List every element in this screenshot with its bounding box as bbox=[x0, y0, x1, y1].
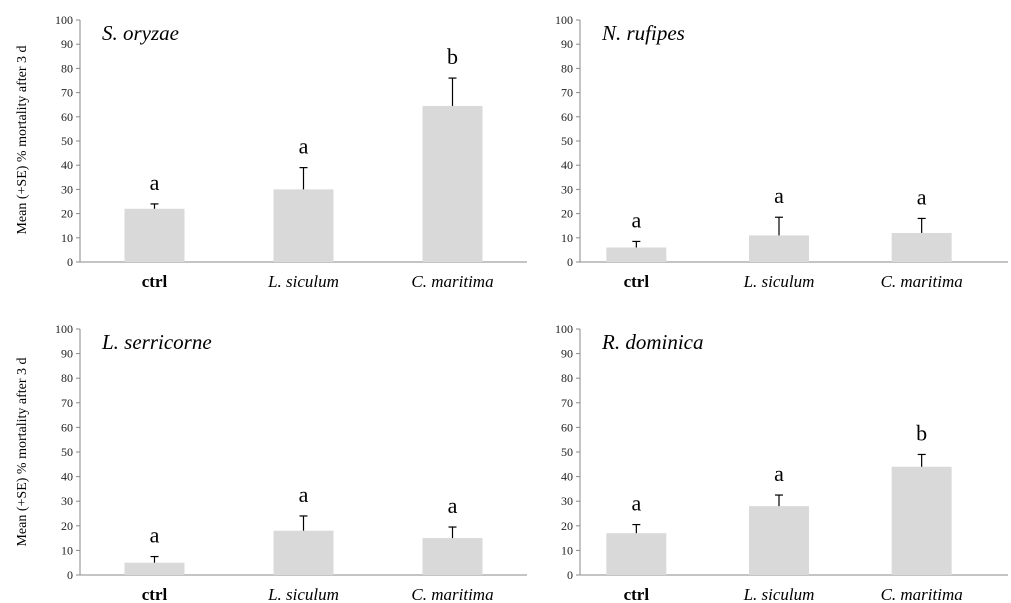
x-tick-label: ctrl bbox=[142, 585, 168, 603]
panel-title: R. dominica bbox=[601, 330, 703, 354]
y-tick-label: 40 bbox=[61, 158, 73, 172]
y-tick-label: 10 bbox=[61, 231, 73, 245]
y-tick-label: 40 bbox=[561, 470, 573, 484]
chart-panel-r-dominica: 0 10 20 30 40 50 60 70 80 90 100 R. dominica a ctrl a L… bbox=[555, 322, 1008, 603]
panel-title: S. oryzae bbox=[102, 21, 179, 45]
bar bbox=[891, 232, 952, 262]
y-tick-label: 0 bbox=[67, 568, 73, 582]
y-tick-label: 50 bbox=[561, 134, 573, 148]
y-tick-label: 80 bbox=[561, 61, 573, 75]
significance-letter: a bbox=[774, 461, 784, 486]
y-tick-label: 30 bbox=[61, 182, 73, 196]
bar bbox=[606, 533, 667, 575]
y-tick-label: 30 bbox=[61, 494, 73, 508]
x-tick-label: ctrl bbox=[624, 272, 650, 291]
y-tick-label: 30 bbox=[561, 182, 573, 196]
x-tick-label: L. siculum bbox=[267, 272, 339, 291]
significance-letter: a bbox=[299, 134, 309, 159]
y-tick-label: 20 bbox=[561, 207, 573, 221]
y-tick-label: 10 bbox=[61, 543, 73, 557]
y-tick-label: 20 bbox=[561, 519, 573, 533]
y-tick-label: 80 bbox=[61, 371, 73, 385]
significance-letter: a bbox=[631, 207, 641, 232]
x-tick-label: ctrl bbox=[624, 585, 650, 603]
significance-letter: a bbox=[299, 482, 309, 507]
y-tick-label: 90 bbox=[561, 347, 573, 361]
y-tick-label: 20 bbox=[61, 207, 73, 221]
y-tick-label: 90 bbox=[61, 37, 73, 51]
chart-panel-n-rufipes: 0 10 20 30 40 50 60 70 80 90 100 N. rufipes a ctrl a L.… bbox=[555, 13, 1008, 291]
y-tick-label: 90 bbox=[561, 37, 573, 51]
chart-panel-s-oryzae: 0 10 20 30 40 50 60 70 80 90 100 S. oryzae a ctrl a L. … bbox=[55, 13, 527, 291]
x-tick-label: L. siculum bbox=[743, 272, 815, 291]
chart-panel-l-serricorne: 0 10 20 30 40 50 60 70 80 90 100 L. serricorne a ctrl… bbox=[55, 322, 527, 603]
significance-letter: a bbox=[631, 491, 641, 516]
x-tick-label: C. maritima bbox=[881, 585, 963, 603]
y-tick-label: 50 bbox=[61, 134, 73, 148]
bar bbox=[422, 105, 483, 262]
x-tick-label: C. maritima bbox=[411, 585, 493, 603]
y-tick-label: 10 bbox=[561, 543, 573, 557]
bar bbox=[749, 235, 809, 262]
x-tick-label: L. siculum bbox=[267, 585, 339, 603]
x-tick-label: C. maritima bbox=[881, 272, 963, 291]
bar bbox=[891, 466, 952, 575]
x-tick-label: ctrl bbox=[142, 272, 168, 291]
y-tick-label: 0 bbox=[567, 568, 573, 582]
bar bbox=[273, 530, 334, 575]
y-tick-label: 60 bbox=[561, 110, 573, 124]
y-tick-label: 100 bbox=[55, 13, 73, 27]
y-tick-label: 0 bbox=[67, 255, 73, 269]
y-tick-label: 70 bbox=[561, 396, 573, 410]
y-tick-label: 70 bbox=[561, 86, 573, 100]
y-tick-label: 70 bbox=[61, 86, 73, 100]
bar bbox=[749, 506, 809, 575]
y-tick-label: 100 bbox=[55, 322, 73, 336]
bar bbox=[124, 562, 185, 575]
y-tick-label: 50 bbox=[61, 445, 73, 459]
y-tick-label: 40 bbox=[561, 158, 573, 172]
x-tick-label: L. siculum bbox=[743, 585, 815, 603]
panel-title: L. serricorne bbox=[101, 330, 212, 354]
y-tick-label: 60 bbox=[61, 420, 73, 434]
y-tick-label: 90 bbox=[61, 347, 73, 361]
y-tick-label: 80 bbox=[61, 61, 73, 75]
bar bbox=[124, 208, 185, 262]
y-tick-label: 60 bbox=[61, 110, 73, 124]
bar bbox=[422, 538, 483, 575]
y-tick-label: 80 bbox=[561, 371, 573, 385]
y-tick-label: 0 bbox=[567, 255, 573, 269]
bar bbox=[606, 247, 667, 262]
significance-letter: a bbox=[917, 184, 927, 209]
y-tick-label: 10 bbox=[561, 231, 573, 245]
panel-title: N. rufipes bbox=[601, 21, 685, 45]
significance-letter: b bbox=[916, 420, 927, 445]
x-tick-label: C. maritima bbox=[411, 272, 493, 291]
y-tick-label: 20 bbox=[61, 519, 73, 533]
significance-letter: b bbox=[447, 44, 458, 69]
y-tick-label: 40 bbox=[61, 470, 73, 484]
y-tick-label: 100 bbox=[555, 13, 573, 27]
significance-letter: a bbox=[448, 493, 458, 518]
significance-letter: a bbox=[150, 523, 160, 548]
y-tick-label: 50 bbox=[561, 445, 573, 459]
y-tick-label: 70 bbox=[61, 396, 73, 410]
y-tick-label: 60 bbox=[561, 420, 573, 434]
significance-letter: a bbox=[774, 183, 784, 208]
significance-letter: a bbox=[150, 170, 160, 195]
y-tick-label: 100 bbox=[555, 322, 573, 336]
y-tick-label: 30 bbox=[561, 494, 573, 508]
bar bbox=[273, 189, 334, 262]
